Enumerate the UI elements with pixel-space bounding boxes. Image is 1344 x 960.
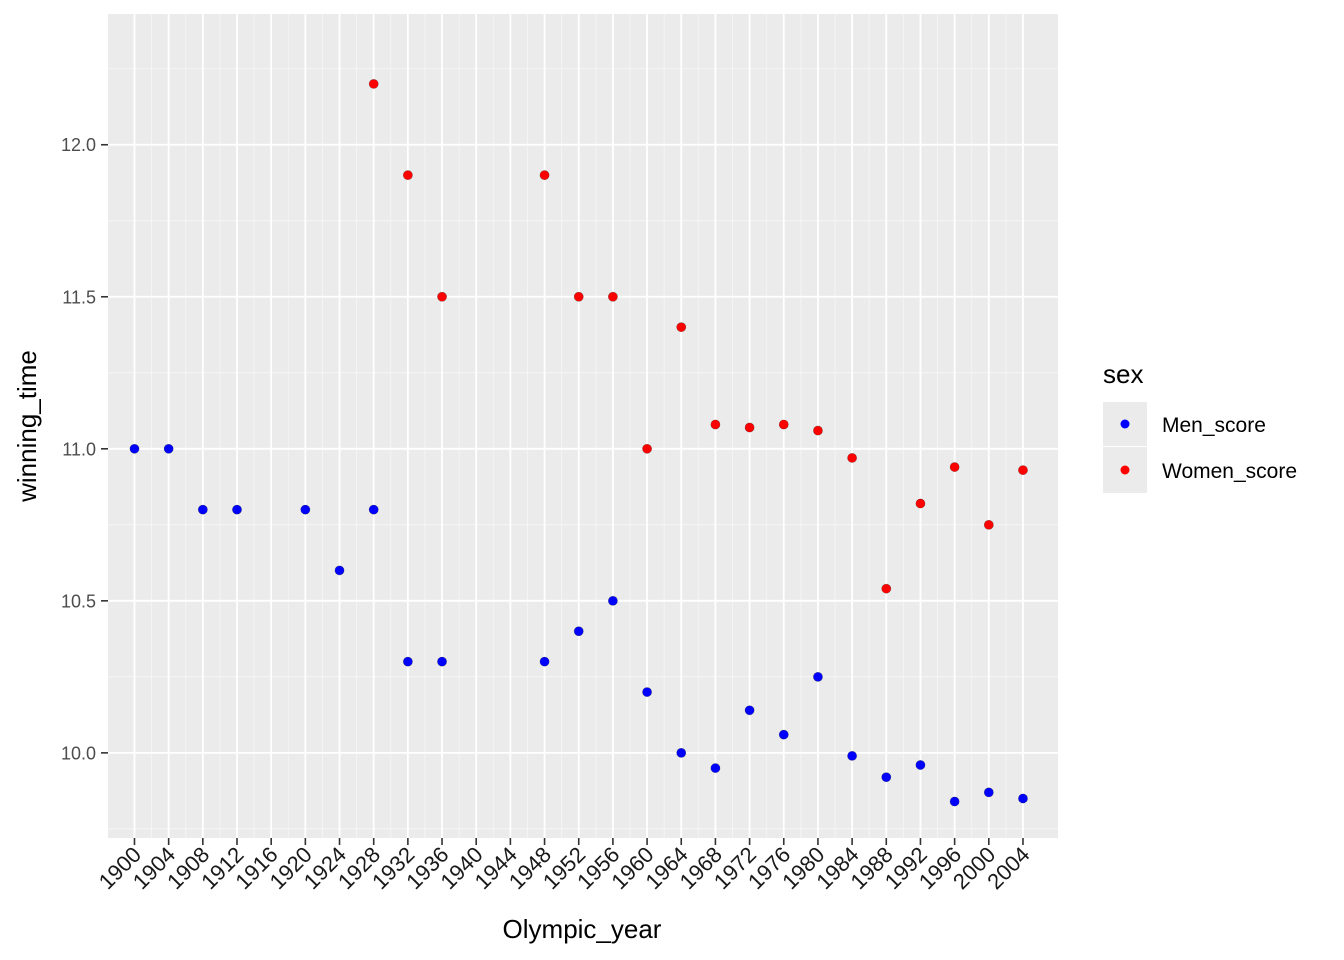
men-score-point [437,656,447,667]
men-score-point [539,656,550,667]
men-score-point [300,504,311,515]
legend-key-men [1120,419,1130,429]
men-score-point [232,504,242,515]
men-score-point [1018,793,1028,804]
men-score-point [402,656,413,667]
women-score-point [983,519,994,530]
minor-gridlines [108,14,1058,838]
x-axis-title: Olympic_year [503,914,662,944]
women-score-point [1018,465,1028,475]
men-score-point [881,772,892,783]
men-score-point [949,796,960,807]
men-score-point [983,787,994,798]
legend-key-women [1120,465,1130,475]
y-tick-label: 10.5 [61,591,96,611]
men-score-point [847,751,858,761]
women-score-point [778,419,789,430]
y-tick-label: 11.5 [62,287,96,307]
legend-title: sex [1103,359,1143,389]
men-score-point [129,443,140,454]
women-score-point [539,170,550,181]
men-score-point [642,687,652,697]
women-score-point [437,291,447,302]
men-score-point [368,504,379,515]
women-score-point [744,422,755,433]
women-score-point [813,425,823,436]
y-axis-title: winning_time [12,350,42,503]
x-axis: 1900190419081912191619201924192819321936… [94,838,1035,894]
women-score-point [402,170,413,181]
legend-label-men: Men_score [1162,414,1266,437]
men-score-point [676,747,687,758]
men-score-point [813,671,823,682]
women-score-point [710,419,721,430]
men-score-point [744,705,755,716]
y-tick-label: 10.0 [61,743,96,763]
data-points [129,79,1028,807]
women-score-point [676,322,687,333]
men-score-point [608,595,618,606]
women-score-point [881,583,892,594]
men-score-point [710,763,721,773]
y-tick-label: 11.0 [62,439,96,459]
men-score-point [573,626,584,637]
women-score-point [368,79,379,89]
men-score-point [197,504,208,515]
men-score-point [334,565,345,576]
legend: sex Men_score Women_score [1103,359,1297,493]
women-score-point [915,498,926,509]
women-score-point [573,291,584,302]
panel-background [108,14,1058,838]
legend-label-women: Women_score [1162,460,1297,483]
men-score-point [778,729,789,740]
y-axis: 10.0 10.5 11.0 11.5 12.0 [61,135,108,763]
women-score-point [608,291,618,302]
men-score-point [915,760,926,770]
women-score-point [949,462,960,472]
women-score-point [847,453,858,463]
y-tick-label: 12.0 [61,135,96,155]
women-score-point [642,443,652,454]
men-score-point [163,443,174,454]
